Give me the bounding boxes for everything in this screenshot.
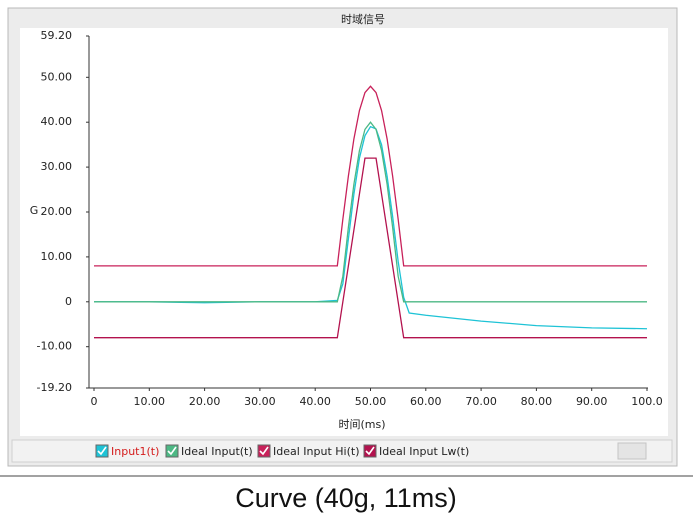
caption: Curve (40g, 11ms) bbox=[235, 483, 457, 513]
legend-label: Ideal Input(t) bbox=[181, 445, 253, 458]
x-tick-label: 0 bbox=[91, 395, 98, 408]
series-line bbox=[94, 85, 647, 267]
x-tick-label: 10.00 bbox=[134, 395, 166, 408]
legend-check bbox=[365, 446, 375, 456]
legend-check bbox=[167, 446, 177, 456]
y-tick-label: 10.00 bbox=[41, 250, 73, 263]
legend-checkbox[interactable] bbox=[257, 444, 271, 458]
y-tick-label: -19.20 bbox=[37, 381, 72, 394]
x-tick-label: 80.00 bbox=[521, 395, 553, 408]
x-tick-label: 70.00 bbox=[465, 395, 497, 408]
legend-label: Input1(t) bbox=[111, 445, 159, 458]
y-tick-label: 59.20 bbox=[41, 29, 73, 42]
y-tick-label: 50.00 bbox=[41, 70, 73, 83]
x-tick-label: 50.00 bbox=[355, 395, 387, 408]
x-axis-label: 时间(ms) bbox=[338, 418, 385, 431]
y-tick-label: 20.00 bbox=[41, 205, 73, 218]
x-tick-label: 100.0 bbox=[631, 395, 663, 408]
y-tick-label: 30.00 bbox=[41, 160, 73, 173]
x-tick-label: 30.00 bbox=[244, 395, 276, 408]
x-tick-label: 20.00 bbox=[189, 395, 221, 408]
scroll-buttons[interactable] bbox=[617, 442, 647, 460]
x-tick-label: 90.00 bbox=[576, 395, 608, 408]
legend-check bbox=[259, 446, 269, 456]
y-tick-label: 0 bbox=[65, 295, 72, 308]
y-axis-label: G bbox=[30, 204, 39, 217]
legend-check bbox=[97, 446, 107, 456]
series-line bbox=[94, 121, 647, 303]
chart-title: 时域信号 bbox=[341, 13, 385, 26]
legend-label: Ideal Input Hi(t) bbox=[273, 445, 360, 458]
plot-panel bbox=[20, 28, 668, 436]
x-tick-label: 60.00 bbox=[410, 395, 442, 408]
legend-label: Ideal Input Lw(t) bbox=[379, 445, 469, 458]
series-line bbox=[94, 157, 647, 339]
x-tick-label: 40.00 bbox=[299, 395, 331, 408]
legend-checkbox[interactable] bbox=[165, 444, 179, 458]
legend-checkbox[interactable] bbox=[363, 444, 377, 458]
y-tick-label: -10.00 bbox=[37, 340, 72, 353]
y-tick-label: 40.00 bbox=[41, 115, 73, 128]
legend-checkbox[interactable] bbox=[95, 444, 109, 458]
